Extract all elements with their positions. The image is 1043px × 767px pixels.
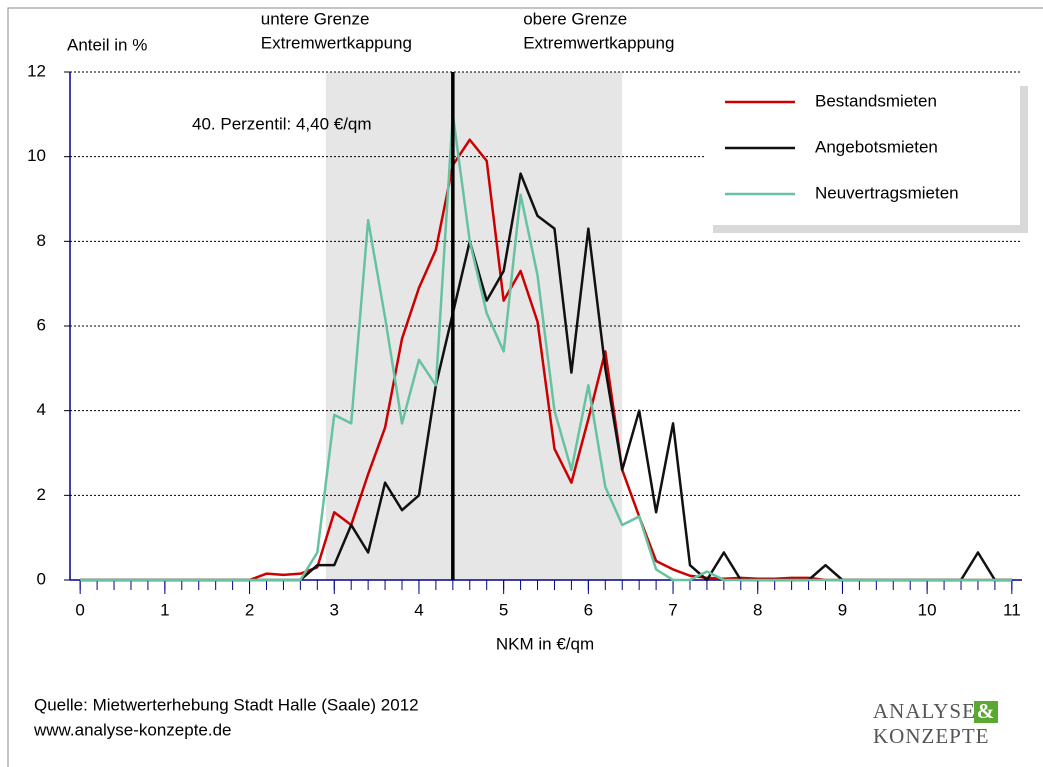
annotation: 40. Perzentil: 4,40 €/qm [192,114,372,133]
legend-label: Neuvertragsmieten [815,183,959,202]
y-tick-label: 10 [27,146,46,165]
logo: ANALYSE [873,699,976,723]
x-tick-label: 7 [668,600,677,619]
x-tick-label: 9 [838,600,847,619]
source: www.analyse-konzepte.de [33,720,232,739]
x-tick-label: 11 [1003,600,1021,619]
annotation: Extremwertkappung [261,33,412,52]
x-tick-label: 0 [75,600,84,619]
y-tick-label: 6 [37,315,46,334]
y-tick-label: 12 [27,61,46,80]
logo: & [977,699,996,723]
x-tick-label: 8 [753,600,762,619]
x-tick-label: 5 [499,600,508,619]
logo: KONZEPTE [873,724,990,748]
x-tick-label: 6 [584,600,593,619]
y-tick-label: 2 [37,485,46,504]
y-axis-label: Anteil in % [67,35,147,54]
x-axis-label: NKM in €/qm [496,634,594,653]
frame [7,7,1043,767]
x-tick-label: 1 [160,600,169,619]
legend-label: Bestandsmieten [815,91,937,110]
legend-label: Angebotsmieten [815,137,938,156]
annotation: Extremwertkappung [523,33,674,52]
source: Quelle: Mietwerterhebung Stadt Halle (Sa… [34,695,419,714]
logo-box [974,701,998,723]
x-tick-label: 2 [245,600,254,619]
annotation: obere Grenze [523,9,627,28]
y-tick-label: 0 [37,569,46,588]
x-tick-label: 10 [918,600,937,619]
x-tick-label: 3 [330,600,339,619]
y-tick-label: 8 [37,231,46,250]
annotation: untere Grenze [261,9,370,28]
y-tick-label: 4 [37,400,46,419]
x-tick-label: 4 [414,600,423,619]
series-line [80,113,1012,582]
